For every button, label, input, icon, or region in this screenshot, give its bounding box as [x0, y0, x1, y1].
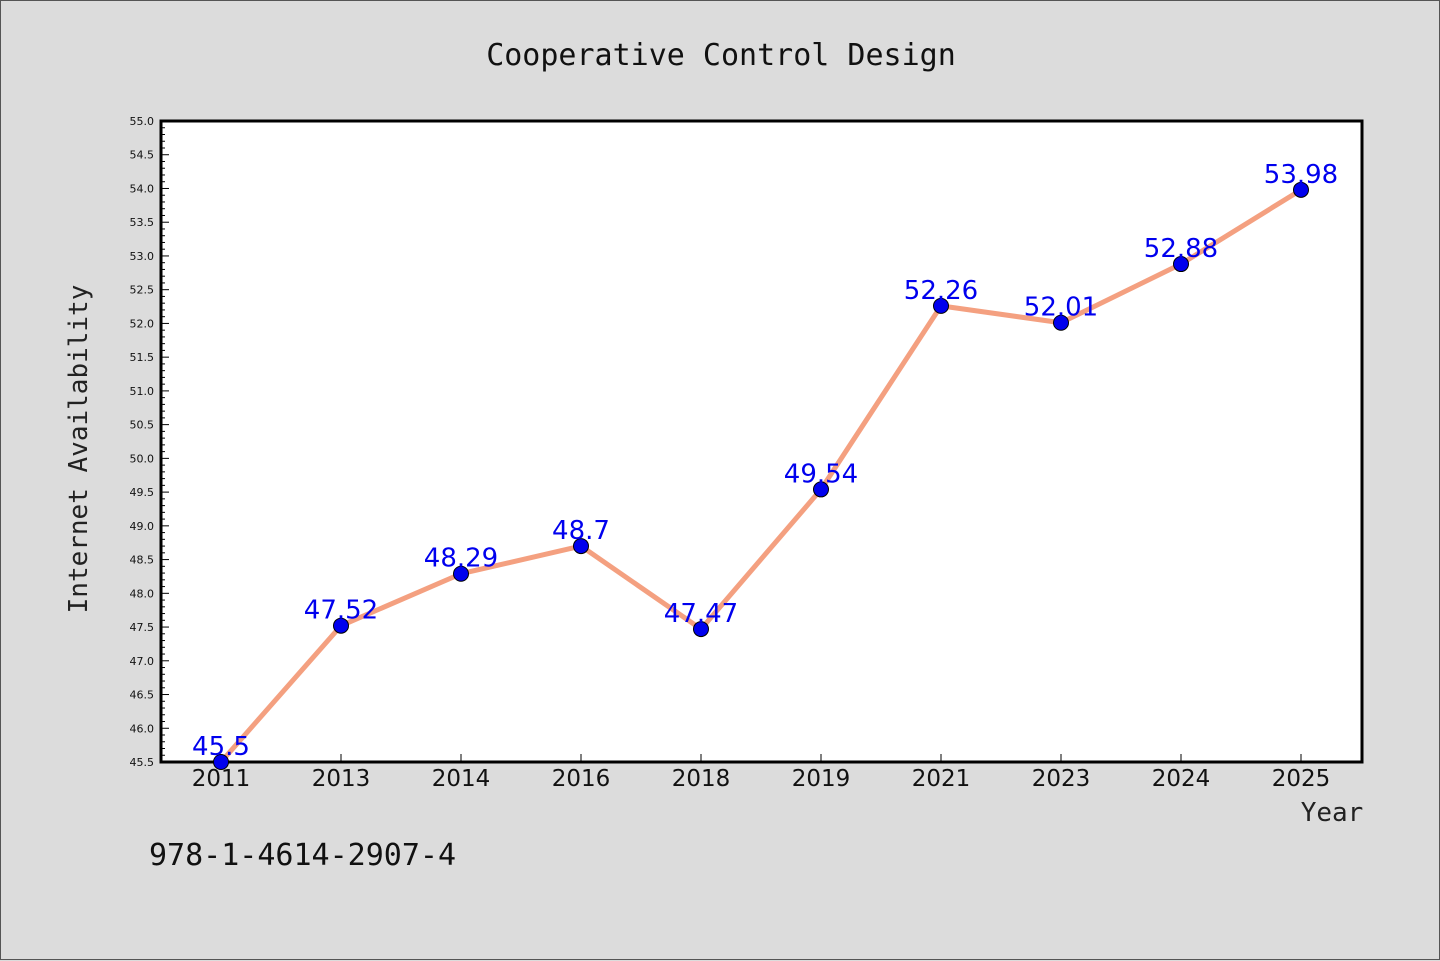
x-tick-label: 2011 — [192, 766, 251, 792]
data-point — [453, 565, 469, 582]
y-tick-label: 53.5 — [130, 216, 155, 229]
data-point — [1053, 314, 1069, 331]
data-point — [813, 481, 829, 498]
y-tick-label: 50.5 — [130, 419, 155, 432]
footnote-isbn: 978-1-4614-2907-4 — [149, 838, 456, 873]
x-tick-label: 2025 — [1272, 766, 1331, 792]
data-point — [693, 621, 709, 638]
data-label: 52.88 — [1144, 234, 1218, 264]
data-point — [213, 754, 229, 770]
y-tick-label: 54.5 — [130, 149, 155, 162]
y-tick-label: 46.0 — [130, 722, 155, 735]
data-label: 49.54 — [784, 459, 858, 489]
chart-title: Cooperative Control Design — [486, 38, 956, 73]
y-tick-label: 49.5 — [130, 486, 155, 499]
y-tick-label: 47.5 — [130, 621, 155, 634]
data-point — [1173, 256, 1189, 273]
y-axis: 45.5 46.0 46.5 47.0 47.5 48.0 48.5 49.0 49.5 50.0… — [130, 115, 169, 769]
y-tick-label: 48.5 — [130, 554, 155, 567]
y-tick-label: 46.5 — [130, 689, 155, 702]
y-tick-label: 52.5 — [130, 284, 155, 297]
data-label: 52.26 — [904, 276, 978, 306]
data-label: 52.01 — [1024, 293, 1098, 323]
data-label: 45.5 — [192, 732, 250, 762]
y-tick-label: 51.5 — [130, 351, 155, 364]
y-tick-label: 51.0 — [130, 385, 155, 398]
y-tick-label: 52.0 — [130, 317, 155, 330]
x-tick-label: 2016 — [552, 766, 611, 792]
data-label: 53.98 — [1264, 160, 1338, 190]
data-label: 47.52 — [304, 596, 378, 626]
x-tick-label: 2018 — [672, 766, 731, 792]
data-label: 48.29 — [424, 544, 498, 574]
x-tick-label: 2021 — [912, 766, 971, 792]
data-point — [1293, 181, 1309, 198]
y-tick-label: 47.0 — [130, 655, 155, 668]
x-tick-label: 2023 — [1032, 766, 1091, 792]
y-axis-label: Internet Availability — [64, 285, 94, 614]
x-axis: 2011 2013 2014 2016 2018 2019 2021 2023 2024 2025 — [192, 754, 1331, 792]
series-group: 45.5 47.52 48.29 48.7 47.47 49.54 52.26 52.01 52… — [192, 160, 1338, 770]
y-tick-label: 45.5 — [130, 756, 155, 769]
data-point — [933, 297, 949, 314]
data-label: 48.7 — [552, 516, 610, 546]
x-tick-label: 2019 — [792, 766, 851, 792]
y-tick-label: 48.0 — [130, 587, 155, 600]
x-tick-label: 2013 — [312, 766, 371, 792]
data-point — [573, 538, 589, 555]
y-tick-label: 49.0 — [130, 520, 155, 533]
series-line — [219, 187, 1303, 764]
x-tick-label: 2024 — [1152, 766, 1211, 792]
y-tick-label: 50.0 — [130, 452, 155, 465]
y-tick-label: 53.0 — [130, 250, 155, 263]
data-label: 47.47 — [664, 599, 738, 629]
data-point — [333, 617, 349, 634]
y-tick-label: 54.0 — [130, 182, 155, 195]
x-tick-label: 2014 — [432, 766, 491, 792]
x-axis-label: Year — [1301, 798, 1364, 828]
y-tick-label: 55.0 — [130, 115, 155, 128]
plot-area — [159, 119, 1364, 764]
